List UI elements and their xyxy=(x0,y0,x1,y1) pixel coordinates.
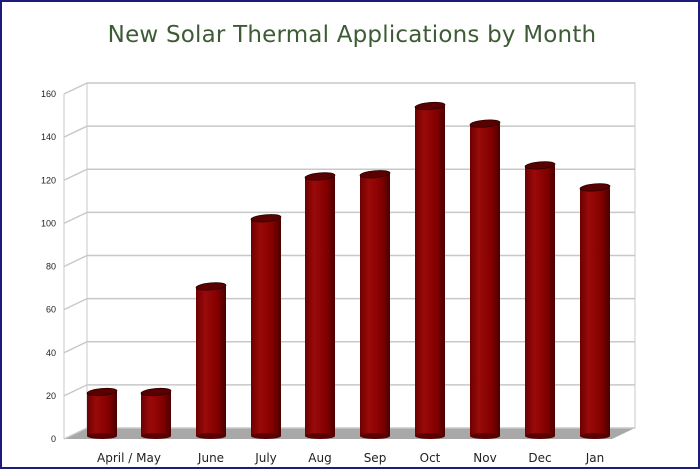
bar-top xyxy=(579,183,611,192)
y-tick-label: 20 xyxy=(46,391,56,401)
bar-top xyxy=(414,101,446,111)
x-tick-label: Jan xyxy=(585,451,605,465)
y-tick-label: 0 xyxy=(51,434,56,444)
chart-title: New Solar Thermal Applications by Month xyxy=(107,22,597,48)
bar xyxy=(415,106,445,436)
x-tick-label: Sep xyxy=(364,451,387,465)
bar-base xyxy=(525,433,555,439)
gridline-side xyxy=(63,125,88,138)
bar xyxy=(87,392,117,436)
gridline-side xyxy=(63,168,88,181)
bar-base xyxy=(196,433,226,439)
bar-base xyxy=(470,433,500,439)
bar-base xyxy=(360,433,390,439)
gridline-side xyxy=(63,211,88,225)
y-tick-label: 140 xyxy=(41,132,56,142)
bar xyxy=(470,123,500,436)
y-tick-label: 100 xyxy=(41,218,56,228)
bar-base xyxy=(580,433,610,439)
bar xyxy=(141,392,171,436)
bar-top xyxy=(250,214,282,223)
bar-top xyxy=(140,387,172,397)
gridline-side xyxy=(63,82,88,95)
bar-top xyxy=(195,282,227,291)
bar xyxy=(360,174,390,436)
bar-base xyxy=(305,433,335,439)
bar-top xyxy=(304,172,336,181)
y-tick-label: 80 xyxy=(46,262,56,272)
y-tick-label: 60 xyxy=(46,305,56,315)
bar-top xyxy=(86,387,118,397)
x-tick-label: Dec xyxy=(528,451,551,465)
bar-base xyxy=(141,433,171,439)
x-tick-label: Oct xyxy=(420,451,441,465)
gridline-side xyxy=(63,254,88,268)
bar xyxy=(305,176,335,436)
gridline-side xyxy=(63,297,88,311)
x-tick-label: July xyxy=(254,451,277,465)
bar-top xyxy=(524,161,556,170)
gridline-side xyxy=(63,384,88,397)
bar-top xyxy=(469,119,501,128)
bar xyxy=(580,187,610,436)
bar-base xyxy=(251,433,281,439)
bar-base xyxy=(415,433,445,439)
x-tick-label: April / May xyxy=(97,451,161,465)
x-tick-label: June xyxy=(197,451,224,465)
x-tick-label: Nov xyxy=(473,451,496,465)
gridline-side xyxy=(63,341,88,354)
y-tick-label: 40 xyxy=(46,348,56,358)
bar-base xyxy=(87,433,117,439)
gridline-side xyxy=(63,427,88,440)
bar xyxy=(525,165,555,436)
bar xyxy=(251,218,281,436)
y-tick-label: 160 xyxy=(41,89,56,99)
x-tick-label: Aug xyxy=(308,451,331,465)
bar xyxy=(196,286,226,436)
y-tick-label: 120 xyxy=(41,175,56,185)
bar-top xyxy=(359,170,391,179)
